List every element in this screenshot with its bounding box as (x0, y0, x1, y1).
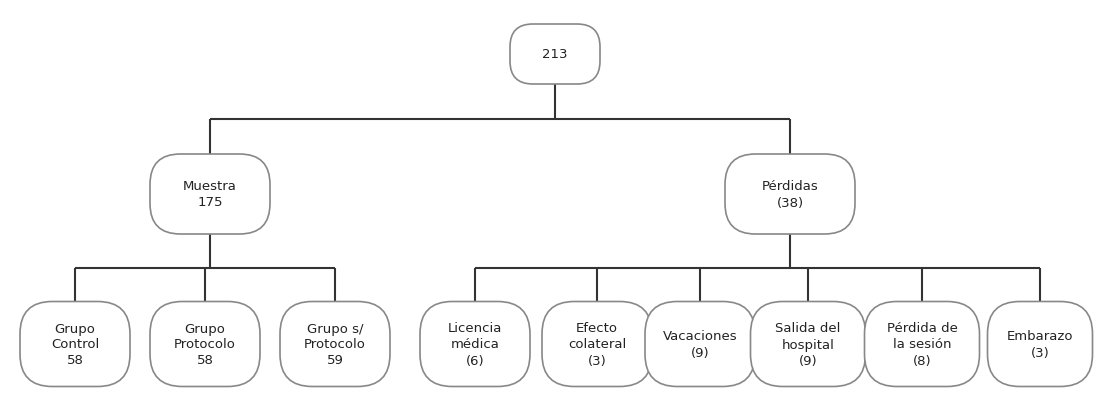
FancyBboxPatch shape (865, 302, 979, 387)
Text: Grupo s/
Protocolo
59: Grupo s/ Protocolo 59 (304, 322, 366, 366)
Text: Grupo
Control
58: Grupo Control 58 (51, 322, 99, 366)
Text: Efecto
colateral
(3): Efecto colateral (3) (568, 322, 626, 366)
FancyBboxPatch shape (20, 302, 130, 387)
Text: 213: 213 (543, 48, 567, 61)
Text: Grupo
Protocolo
58: Grupo Protocolo 58 (174, 322, 236, 366)
FancyBboxPatch shape (280, 302, 390, 387)
FancyBboxPatch shape (150, 302, 260, 387)
Text: Licencia
médica
(6): Licencia médica (6) (447, 322, 502, 366)
Text: Salida del
hospital
(9): Salida del hospital (9) (775, 322, 840, 366)
Text: Embarazo
(3): Embarazo (3) (1007, 330, 1073, 359)
Text: Vacaciones
(9): Vacaciones (9) (663, 330, 737, 359)
FancyBboxPatch shape (725, 155, 855, 234)
Text: Pérdidas
(38): Pérdidas (38) (761, 180, 818, 209)
FancyBboxPatch shape (542, 302, 652, 387)
Text: Pérdida de
la sesión
(8): Pérdida de la sesión (8) (887, 322, 958, 366)
FancyBboxPatch shape (750, 302, 866, 387)
Text: Muestra
175: Muestra 175 (183, 180, 236, 209)
FancyBboxPatch shape (150, 155, 270, 234)
FancyBboxPatch shape (988, 302, 1092, 387)
FancyBboxPatch shape (645, 302, 755, 387)
FancyBboxPatch shape (509, 25, 601, 85)
FancyBboxPatch shape (420, 302, 529, 387)
